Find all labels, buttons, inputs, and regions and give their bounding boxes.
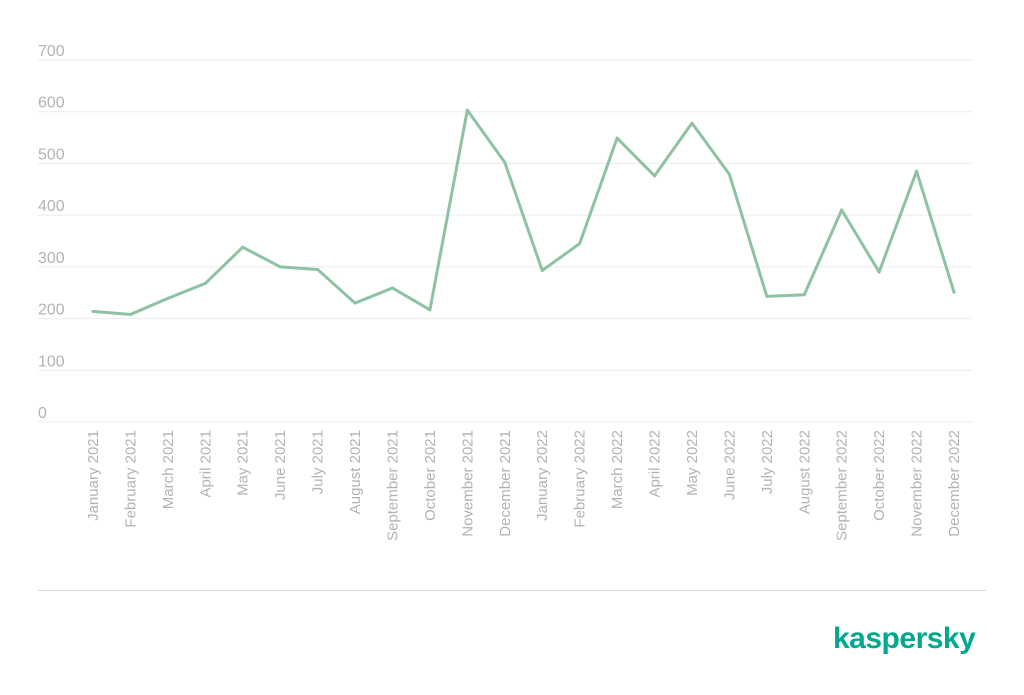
data-point bbox=[465, 108, 469, 112]
kaspersky-logo: kaspersky bbox=[833, 622, 976, 655]
data-point bbox=[765, 294, 769, 298]
x-tick-label: June 2021 bbox=[272, 430, 289, 500]
data-point bbox=[802, 293, 806, 297]
x-tick-label: February 2021 bbox=[122, 430, 139, 528]
data-point bbox=[203, 281, 207, 285]
y-tick-label: 300 bbox=[38, 250, 65, 267]
data-point bbox=[915, 169, 919, 173]
data-point bbox=[877, 270, 881, 274]
x-tick-label: February 2022 bbox=[572, 430, 589, 528]
data-point bbox=[615, 136, 619, 140]
x-tick-label: October 2021 bbox=[422, 430, 439, 521]
data-point bbox=[840, 208, 844, 212]
y-tick-label: 200 bbox=[38, 302, 65, 319]
x-tick-label: January 2022 bbox=[534, 430, 551, 521]
data-point bbox=[166, 296, 170, 300]
x-tick-label: May 2022 bbox=[684, 430, 701, 496]
data-point bbox=[503, 160, 507, 164]
grid-lines bbox=[38, 59, 972, 423]
x-tick-label: July 2021 bbox=[310, 430, 327, 494]
data-point bbox=[128, 312, 132, 316]
data-point bbox=[390, 286, 394, 290]
y-tick-label: 600 bbox=[38, 95, 65, 112]
x-tick-label: August 2022 bbox=[796, 430, 813, 514]
series-line bbox=[91, 108, 956, 316]
x-tick-label: July 2022 bbox=[759, 430, 776, 494]
x-tick-label: January 2021 bbox=[85, 430, 102, 521]
data-point bbox=[653, 174, 657, 178]
data-point bbox=[952, 290, 956, 294]
y-axis-ticks: 0 100 200 300 400 500 600 700 bbox=[38, 43, 65, 422]
x-tick-label: November 2022 bbox=[909, 430, 926, 537]
data-point bbox=[690, 121, 694, 125]
series-group bbox=[91, 108, 956, 316]
y-tick-label: 0 bbox=[38, 405, 47, 422]
x-tick-label: May 2021 bbox=[235, 430, 252, 496]
x-tick-label: December 2021 bbox=[497, 430, 514, 537]
data-point bbox=[540, 268, 544, 272]
x-tick-label: April 2021 bbox=[197, 430, 214, 498]
y-tick-label: 700 bbox=[38, 43, 65, 60]
footer-divider bbox=[38, 590, 986, 591]
x-tick-label: March 2022 bbox=[609, 430, 626, 509]
y-tick-label: 100 bbox=[38, 353, 65, 370]
data-point bbox=[316, 267, 320, 271]
data-point bbox=[727, 172, 731, 176]
line-chart: 0 100 200 300 400 500 600 700 January 2021 Febru… bbox=[38, 43, 972, 541]
x-tick-label: April 2022 bbox=[647, 430, 664, 498]
x-axis-category-labels: January 2021 February 2021 March 2021 April… bbox=[85, 430, 963, 541]
x-tick-label: August 2021 bbox=[347, 430, 364, 514]
x-tick-label: October 2022 bbox=[871, 430, 888, 521]
data-point bbox=[241, 245, 245, 249]
data-point bbox=[578, 242, 582, 246]
x-tick-label: March 2021 bbox=[160, 430, 177, 509]
y-tick-label: 500 bbox=[38, 146, 65, 163]
x-tick-label: November 2021 bbox=[459, 430, 476, 537]
data-point bbox=[91, 309, 95, 313]
data-point bbox=[428, 308, 432, 312]
data-point bbox=[353, 301, 357, 305]
x-tick-label: December 2022 bbox=[946, 430, 963, 537]
x-tick-label: June 2022 bbox=[721, 430, 738, 500]
y-tick-label: 400 bbox=[38, 198, 65, 215]
x-tick-label: September 2021 bbox=[384, 430, 401, 541]
data-point bbox=[278, 265, 282, 269]
x-tick-label: September 2022 bbox=[834, 430, 851, 541]
